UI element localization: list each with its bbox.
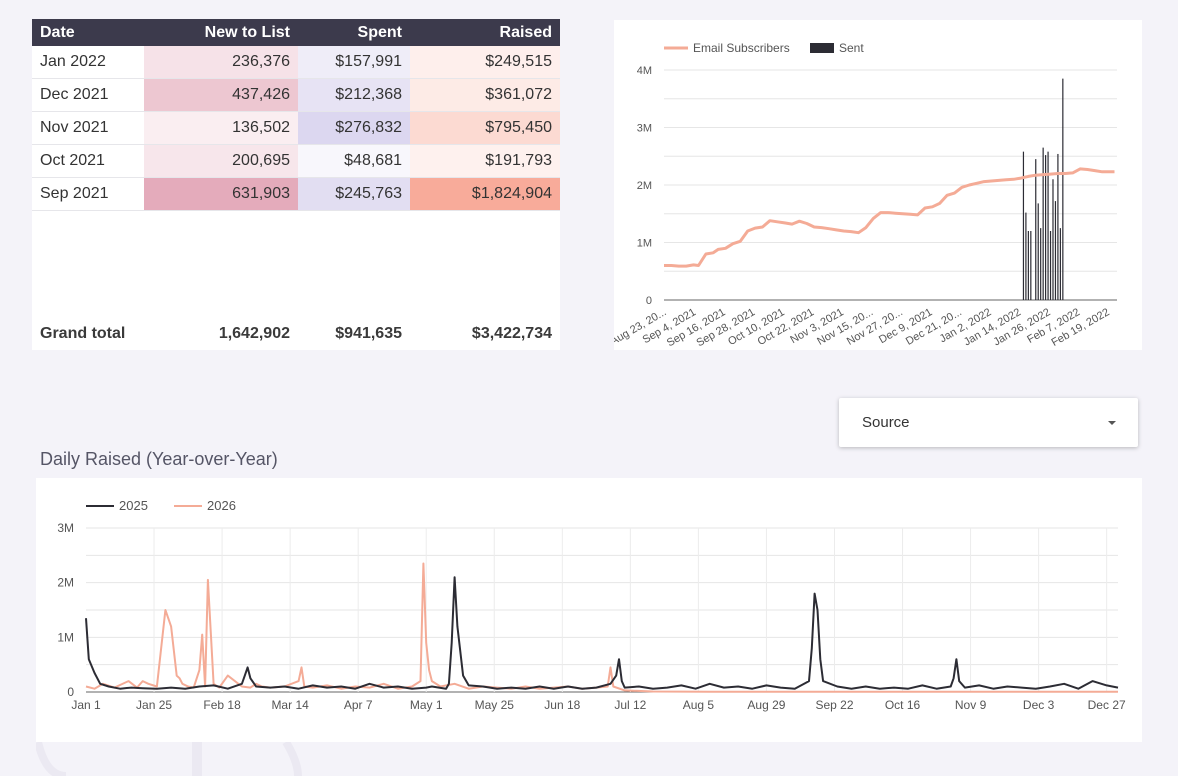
y-tick-label: 4M — [637, 65, 652, 77]
daily-raised-yoy-chart: 2025 2026 Jan 1 Jan 25 Feb 18 Mar 14 Apr 7 Ma… — [36, 478, 1142, 742]
sent-bar[interactable] — [1045, 155, 1047, 300]
sent-bar[interactable] — [1052, 179, 1054, 300]
sent-bar[interactable] — [1042, 147, 1044, 300]
table-row: Nov 2021 136,502 $276,832 $795,450 — [32, 111, 560, 145]
table-row: Oct 2021 200,695 $48,681 $191,793 — [32, 144, 560, 178]
x-tick-label: Sep 22 — [815, 698, 853, 712]
y-tick-label: 3M — [57, 521, 74, 535]
grand-total-label: Grand total — [40, 325, 126, 342]
x-tick-label: Dec 27 — [1088, 698, 1126, 712]
source-dropdown-label: Source — [862, 414, 910, 431]
cell-new-to-list: 631,903 — [144, 177, 298, 211]
sent-bar[interactable] — [1030, 231, 1032, 300]
y-tick-label: 1M — [637, 238, 652, 250]
x-tick-label: Apr 7 — [344, 698, 373, 712]
column-header-date[interactable]: Date — [32, 19, 144, 46]
chart-legend[interactable]: Email Subscribers Sent — [664, 41, 864, 55]
decorative-bar — [192, 742, 202, 776]
series-line-2025[interactable] — [85, 576, 1119, 690]
x-tick-label: Jun 18 — [544, 698, 580, 712]
legend-2026[interactable]: 2026 — [207, 498, 236, 513]
y-tick-label: 2M — [637, 180, 652, 192]
grand-total-raised: $3,422,734 — [471, 325, 552, 342]
x-tick-label: Aug 29 — [747, 698, 785, 712]
grand-total-new-to-list: 1,642,902 — [218, 325, 290, 342]
sent-bar[interactable] — [1022, 151, 1025, 300]
x-tick-label: Oct 16 — [885, 698, 921, 712]
grand-total-row: Grand total 1,642,902 $941,635 $3,422,73… — [32, 319, 560, 349]
x-tick-label: Aug 5 — [683, 698, 715, 712]
cell-spent: $212,368 — [298, 78, 410, 112]
cell-date: Dec 2021 — [32, 78, 144, 112]
cell-date: Nov 2021 — [32, 111, 144, 145]
x-tick-label: Jan 25 — [136, 698, 172, 712]
column-header-raised[interactable]: Raised — [410, 19, 560, 46]
column-header-new-to-list[interactable]: New to List — [144, 19, 298, 46]
x-tick-label: Jan 1 — [71, 698, 101, 712]
table-row: Sep 2021 631,903 $245,763 $1,824,904 — [32, 177, 560, 211]
x-tick-label: May 25 — [475, 698, 515, 712]
chart-legend[interactable]: 2025 2026 — [86, 498, 236, 513]
cell-new-to-list: 136,502 — [144, 111, 298, 145]
y-tick-label: 1M — [57, 630, 74, 644]
decorative-arc — [36, 742, 67, 776]
cell-spent: $245,763 — [298, 177, 410, 211]
y-tick-label: 0 — [646, 295, 652, 307]
cell-raised: $191,793 — [410, 144, 560, 178]
grand-total-spent: $941,635 — [335, 325, 402, 342]
legend-2025[interactable]: 2025 — [119, 498, 148, 513]
sent-bar[interactable] — [1049, 231, 1052, 300]
cell-new-to-list: 437,426 — [144, 78, 298, 112]
y-tick-label: 0 — [67, 685, 74, 699]
sent-bar[interactable] — [1054, 201, 1057, 300]
legend-email-subscribers[interactable]: Email Subscribers — [693, 41, 790, 55]
cell-date: Sep 2021 — [32, 177, 144, 211]
table-header-row: Date New to List Spent Raised — [32, 19, 560, 46]
cell-date: Oct 2021 — [32, 144, 144, 178]
cell-spent: $157,991 — [298, 46, 410, 79]
monthly-summary-table: Date New to List Spent Raised Jan 2022 2… — [32, 19, 560, 350]
x-tick-label: Nov 9 — [955, 698, 987, 712]
cell-raised: $795,450 — [410, 111, 560, 145]
legend-sent[interactable]: Sent — [839, 41, 864, 55]
x-tick-label: Mar 14 — [271, 698, 309, 712]
cell-new-to-list: 236,376 — [144, 46, 298, 79]
sent-bar[interactable] — [1047, 151, 1049, 300]
table-row: Dec 2021 437,426 $212,368 $361,072 — [32, 78, 560, 112]
cell-spent: $276,832 — [298, 111, 410, 145]
x-tick-label: Feb 18 — [203, 698, 241, 712]
sent-bar[interactable] — [1027, 231, 1029, 300]
cell-raised: $249,515 — [410, 46, 560, 79]
cell-date: Jan 2022 — [32, 46, 144, 79]
cell-new-to-list: 200,695 — [144, 144, 298, 178]
y-tick-label: 2M — [57, 576, 74, 590]
y-tick-label: 3M — [637, 123, 652, 135]
x-tick-label: Dec 3 — [1023, 698, 1055, 712]
x-tick-label: Jul 12 — [614, 698, 646, 712]
subscribers-sent-chart: Email Subscribers Sent 0 1M 2M 3M 4M Aug 23, … — [608, 20, 1142, 350]
table-row: Jan 2022 236,376 $157,991 $249,515 — [32, 46, 560, 79]
sent-bar[interactable] — [1040, 228, 1042, 300]
sent-bar[interactable] — [1025, 212, 1027, 300]
column-header-spent[interactable]: Spent — [298, 19, 410, 46]
email-subscribers-line[interactable] — [664, 167, 1115, 268]
cell-raised: $1,824,904 — [410, 177, 560, 211]
sent-bar[interactable] — [1037, 203, 1039, 300]
daily-raised-yoy-chart-svg: 2025 2026 Jan 1 Jan 25 Feb 18 Mar 14 Apr 7 Ma… — [57, 498, 1126, 712]
decorative-shapes — [36, 742, 302, 776]
sent-bar[interactable] — [1059, 228, 1061, 300]
data-table: Date New to List Spent Raised Jan 2022 2… — [32, 19, 560, 211]
x-tick-label: May 1 — [410, 698, 443, 712]
cell-spent: $48,681 — [298, 144, 410, 178]
caret-down-icon[interactable] — [1108, 421, 1116, 425]
sent-bar[interactable] — [1057, 153, 1059, 300]
cell-raised: $361,072 — [410, 78, 560, 112]
sent-bar[interactable] — [1062, 78, 1064, 300]
decorative-arc — [282, 742, 302, 776]
legend-bar-swatch — [810, 43, 834, 53]
section-title: Daily Raised (Year-over-Year) — [40, 449, 278, 469]
source-dropdown[interactable]: Source — [839, 398, 1138, 447]
sent-bar[interactable] — [1035, 159, 1037, 300]
